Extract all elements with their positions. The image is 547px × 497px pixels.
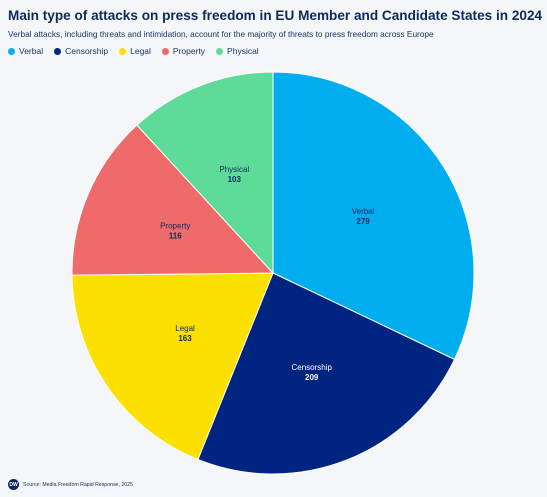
pie-slice-property — [71, 124, 275, 276]
slice-label-property: Property — [160, 222, 190, 231]
chart-subtitle: Verbal attacks, including threats and in… — [8, 29, 434, 39]
slice-value-legal: 163 — [178, 334, 192, 343]
slice-label-physical: Physical — [219, 165, 249, 174]
slice-value-verbal: 279 — [356, 217, 370, 226]
legend-swatch-physical — [216, 47, 224, 55]
legend-label-physical: Physical — [227, 46, 259, 56]
dw-logo-icon: DW — [8, 479, 19, 490]
legend-item-property: Property — [161, 46, 206, 56]
legend: Verbal Censorship Legal Property Physica… — [8, 46, 259, 56]
chart-title: Main type of attacks on press freedom in… — [8, 8, 543, 23]
slice-value-property: 116 — [169, 232, 182, 241]
legend-swatch-legal — [119, 47, 127, 55]
legend-label-verbal: Verbal — [19, 46, 44, 56]
legend-swatch-censorship — [54, 47, 62, 55]
source-note: Source: Media Freedom Rapid Response, 20… — [23, 481, 133, 488]
legend-swatch-property — [161, 47, 169, 55]
legend-label-property: Property — [172, 46, 206, 56]
pie-slice-verbal — [272, 71, 475, 361]
legend-item-censorship: Censorship — [54, 46, 108, 56]
slice-value-censorship: 209 — [305, 373, 319, 382]
legend-item-verbal: Verbal — [8, 46, 43, 56]
legend-label-legal: Legal — [130, 46, 151, 56]
slice-label-legal: Legal — [175, 324, 195, 333]
slice-label-censorship: Censorship — [291, 363, 332, 372]
pie-slice-legal — [71, 272, 274, 461]
legend-label-censorship: Censorship — [65, 46, 109, 56]
slice-value-physical: 103 — [228, 175, 242, 184]
pie-slice-censorship — [197, 272, 456, 475]
footer: DW Source: Media Freedom Rapid Response,… — [8, 479, 133, 490]
legend-item-legal: Legal — [119, 46, 151, 56]
legend-item-physical: Physical — [216, 46, 259, 56]
pie-slice-physical — [136, 71, 274, 275]
legend-swatch-verbal — [8, 47, 15, 55]
slice-label-verbal: Verbal — [352, 207, 375, 216]
